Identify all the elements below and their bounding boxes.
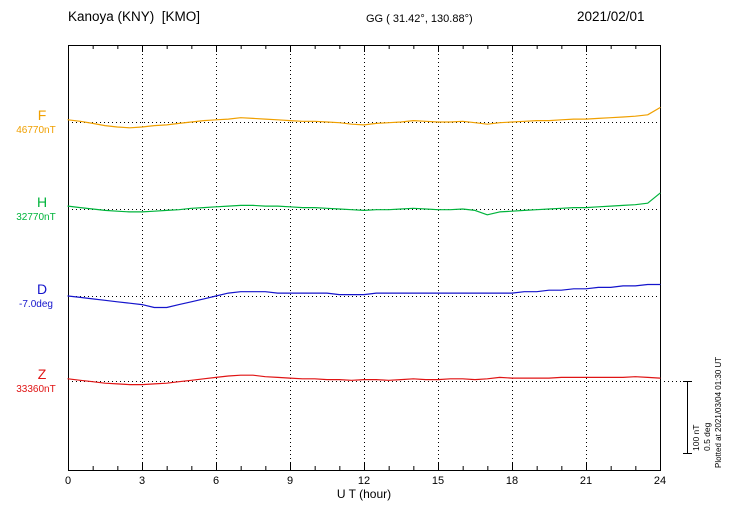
component-label-D: D: [36, 281, 48, 297]
x-tick-label-18: 18: [505, 475, 519, 487]
component-label-H: H: [36, 194, 48, 210]
trace-Z: [67, 374, 661, 386]
x-tick-label-0: 0: [64, 475, 72, 487]
x-tick-label-24: 24: [653, 475, 667, 487]
x-tick-label-3: 3: [138, 475, 146, 487]
scale-label-nt: 100 nT: [691, 424, 701, 451]
x-axis-label: U T (hour): [336, 487, 392, 501]
x-tick-label-6: 6: [212, 475, 220, 487]
baseline-value-D: -7.0deg: [19, 299, 53, 310]
trace-H: [67, 192, 661, 216]
component-label-F: F: [37, 107, 47, 123]
station-title: Kanoya (KNY) [KMO]: [68, 9, 201, 24]
plot-date: 2021/02/01: [577, 9, 645, 24]
trace-F: [67, 106, 661, 129]
x-tick-label-12: 12: [357, 475, 371, 487]
baseline-value-Z: 33360nT: [16, 384, 56, 395]
geographic-coordinates: GG ( 31.42°, 130.88°): [366, 13, 473, 25]
x-tick-label-21: 21: [579, 475, 593, 487]
scale-label-deg: 0.5 deg: [702, 422, 712, 451]
baseline-value-H: 32770nT: [16, 212, 56, 223]
plotted-at-timestamp: Plotted at 2021/03/04 01:30 UT: [714, 356, 723, 468]
x-tick-label-15: 15: [431, 475, 445, 487]
baseline-value-F: 46770nT: [16, 125, 56, 136]
component-label-Z: Z: [37, 366, 47, 382]
trace-D: [67, 283, 661, 309]
x-tick-label-9: 9: [286, 475, 294, 487]
